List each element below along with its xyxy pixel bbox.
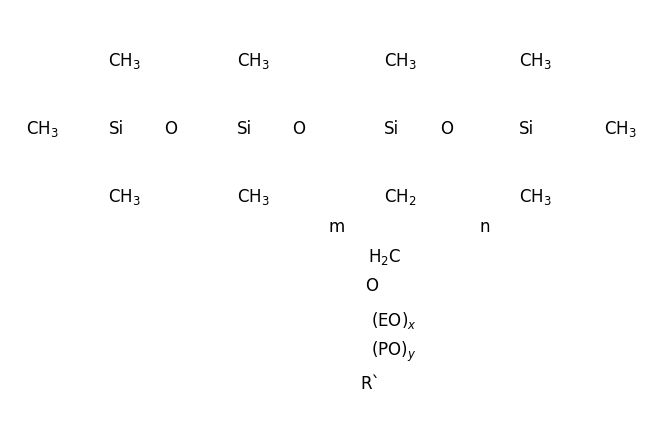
Text: n: n xyxy=(480,218,490,236)
Text: O: O xyxy=(365,277,378,295)
Text: CH$_3$: CH$_3$ xyxy=(519,187,552,207)
Text: CH$_3$: CH$_3$ xyxy=(237,51,269,72)
Text: CH$_3$: CH$_3$ xyxy=(108,187,141,207)
Text: O: O xyxy=(164,120,177,138)
Text: CH$_3$: CH$_3$ xyxy=(604,119,637,139)
Text: O: O xyxy=(440,120,453,138)
Text: (PO)$_y$: (PO)$_y$ xyxy=(371,340,417,364)
Text: (EO)$_x$: (EO)$_x$ xyxy=(371,310,417,331)
Text: Si: Si xyxy=(108,120,124,138)
Text: R`: R` xyxy=(360,375,380,393)
Text: m: m xyxy=(328,218,345,236)
Text: O: O xyxy=(292,120,306,138)
Text: CH$_3$: CH$_3$ xyxy=(384,51,417,72)
Text: Si: Si xyxy=(384,120,399,138)
Text: CH$_3$: CH$_3$ xyxy=(26,119,59,139)
Text: CH$_3$: CH$_3$ xyxy=(108,51,141,72)
Text: Si: Si xyxy=(237,120,252,138)
Text: CH$_3$: CH$_3$ xyxy=(237,187,269,207)
Text: CH$_2$: CH$_2$ xyxy=(384,187,417,207)
Text: CH$_3$: CH$_3$ xyxy=(519,51,552,72)
Text: H$_2$C: H$_2$C xyxy=(368,246,401,267)
Text: Si: Si xyxy=(519,120,534,138)
